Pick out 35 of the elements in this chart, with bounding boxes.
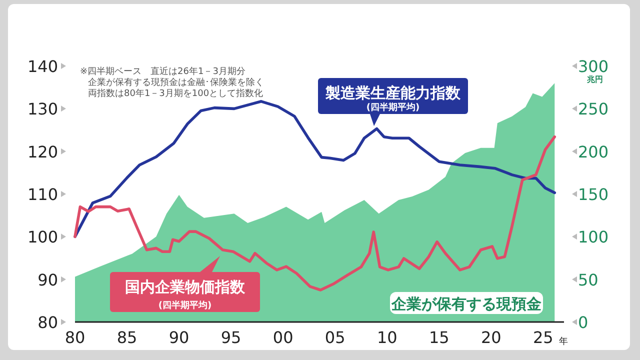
- annotation: 企業が保有する現預金は金融･保険業を除く: [88, 77, 264, 88]
- y-tick-label: 110: [27, 185, 58, 204]
- y-tick-label: 80: [38, 313, 58, 332]
- annotation: (四半期平均): [366, 102, 420, 113]
- y2-tick-label: 50: [578, 270, 598, 290]
- x-tick-label: 05: [324, 328, 346, 347]
- y2-axis-title: 兆円: [586, 75, 603, 84]
- x-tick-label: 90: [168, 328, 190, 347]
- x-tick-label: 15: [428, 328, 450, 347]
- x-tick-label: 10: [376, 328, 398, 347]
- y-tick-label: 120: [27, 142, 58, 162]
- y2-tick-label: 100: [578, 228, 609, 247]
- annotation: ※四半期ベース 直近は26年1－3月期分: [80, 66, 246, 77]
- annotation: 両指数は80年1－3月期を100として指数化: [88, 88, 264, 99]
- y2-tick-label: 0: [578, 313, 588, 332]
- y-tick-label: 130: [27, 100, 58, 119]
- y2-tick-label: 250: [578, 100, 609, 119]
- y2-tick-label: 300: [578, 57, 609, 76]
- x-axis-title: 年: [559, 336, 568, 347]
- x-tick-label: 95: [220, 328, 242, 347]
- legend-label: 国内企業物価指数: [125, 278, 246, 296]
- x-tick-label: 20: [480, 328, 502, 347]
- x-tick-label: 25: [533, 328, 554, 347]
- y-tick-label: 100: [27, 228, 58, 247]
- y-tick-label: 90: [38, 270, 58, 290]
- x-tick-label: 00: [272, 328, 294, 347]
- text: 製造業生産能力指数: [324, 84, 462, 102]
- y-tick-label: 140: [27, 57, 58, 76]
- y2-tick-label: 150: [578, 185, 609, 204]
- x-tick-label: 80: [64, 328, 86, 347]
- annotation: (四半期平均): [158, 300, 212, 311]
- y2-tick-label: 200: [578, 142, 609, 162]
- line-series: [74, 100, 556, 238]
- x-tick-label: 85: [116, 328, 138, 347]
- series-label: 企業が保有する現預金: [390, 295, 542, 313]
